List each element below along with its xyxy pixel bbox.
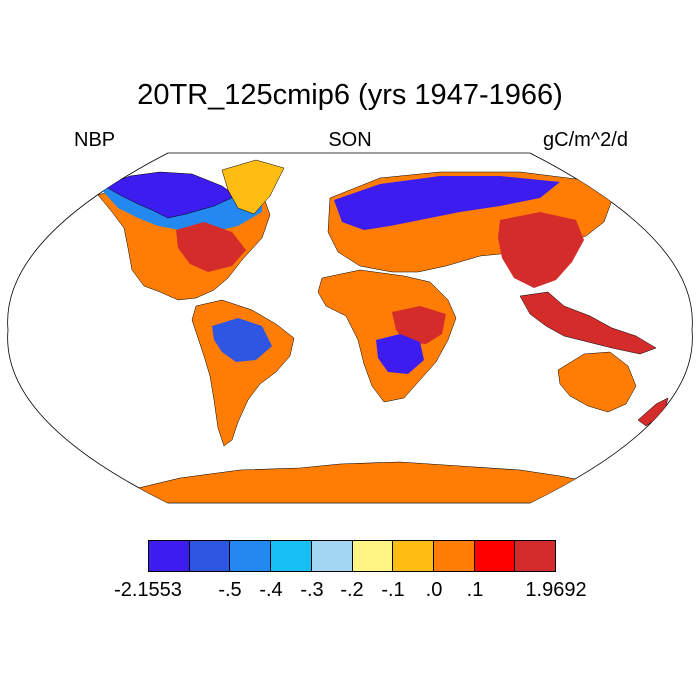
region-siberia (334, 176, 560, 230)
region-africa (317, 269, 457, 403)
colorbar-box (433, 541, 475, 571)
colorbar-box (189, 541, 231, 571)
colorbar-label: 1.9692 (525, 579, 587, 601)
colorbar-label: -.2 (340, 579, 364, 601)
units-label: gC/m^2/d (543, 129, 628, 151)
region-antarctica (79, 461, 621, 503)
region-amazon-basin (212, 318, 272, 362)
colorbar-label: .0 (425, 579, 443, 601)
region-greenland (221, 159, 285, 215)
colorbar-label: -.4 (259, 579, 283, 601)
colorbar-box (515, 541, 556, 571)
colorbar-box (352, 541, 394, 571)
colorbar-label: .1 (466, 579, 484, 601)
colorbar-label: -2.1553 (114, 579, 182, 601)
region-china (498, 212, 584, 288)
colorbar-label: -.1 (381, 579, 405, 601)
colorbar-label: -.3 (300, 579, 324, 601)
region-australia (557, 351, 637, 413)
colorbar-box (311, 541, 353, 571)
plot-title: 20TR_125cmip6 (yrs 1947-1966) (137, 79, 563, 111)
colorbar-box (230, 541, 272, 571)
colorbar-box (149, 541, 190, 571)
region-north-america-east (176, 222, 246, 272)
colorbar-box (271, 541, 312, 571)
region-southeast-asia (519, 291, 657, 355)
region-central-africa (392, 306, 446, 344)
colorbar-box (393, 541, 434, 571)
colorbar (148, 540, 556, 572)
region-southern-africa (376, 334, 424, 374)
colorbar-box (474, 541, 516, 571)
season-label: SON (328, 129, 372, 151)
variable-label: NBP (74, 129, 116, 151)
region-north-america-arctic (103, 171, 237, 219)
colorbar-label: -.5 (218, 579, 242, 601)
